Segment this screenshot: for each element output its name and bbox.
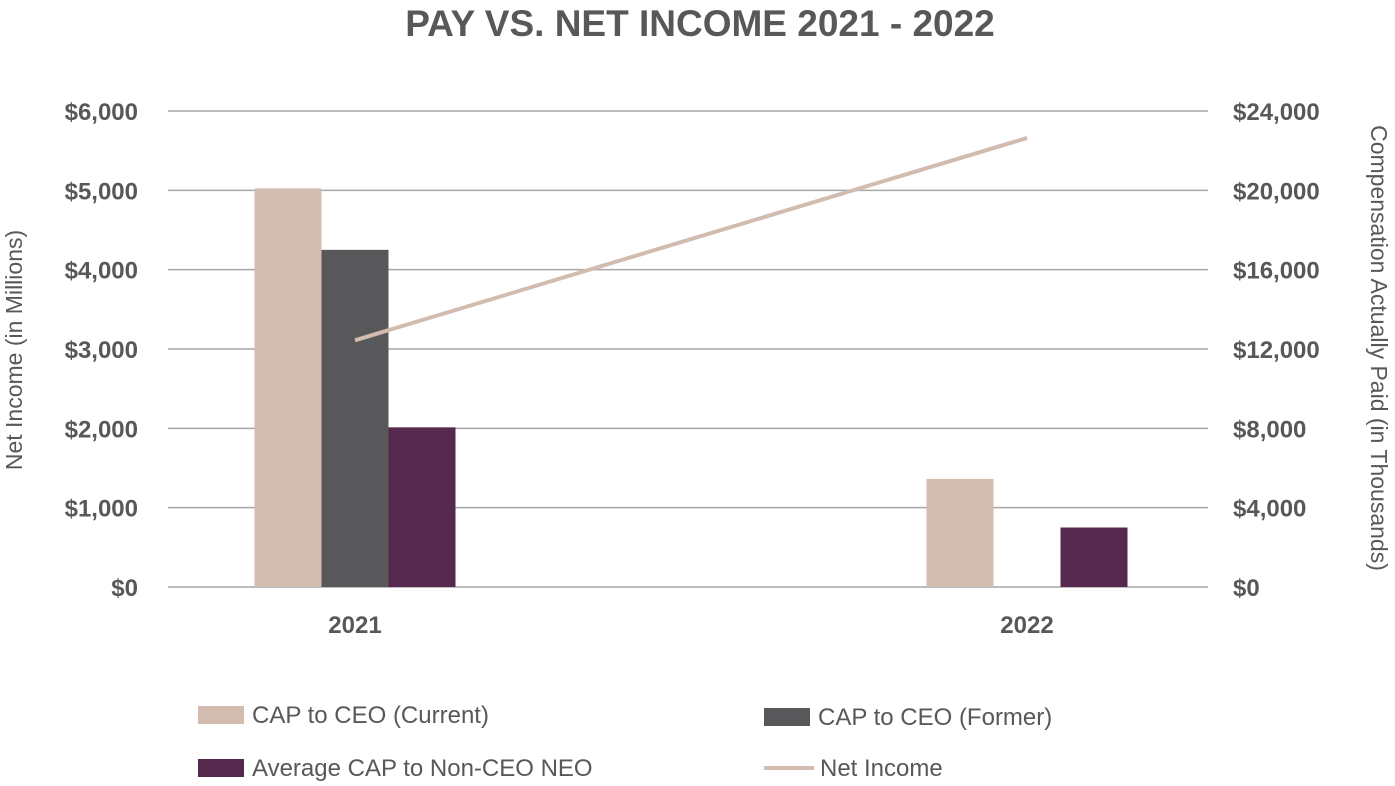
right-tick-label: $20,000	[1233, 178, 1320, 205]
left-tick-label: $1,000	[65, 496, 138, 523]
bar-average-cap-to-non-ceo-neo-2021	[388, 427, 456, 587]
bar-cap-to-ceo-current--2021	[254, 188, 322, 587]
legend-swatch-avg-cap-non-ceo-neo	[198, 759, 244, 777]
legend-label-net-income: Net Income	[820, 755, 943, 782]
bar-cap-to-ceo-current--2022	[926, 478, 994, 587]
left-tick-label: $3,000	[65, 337, 138, 364]
bar-cap-to-ceo-former--2021	[321, 249, 389, 588]
x-category-label-2022: 2022	[1000, 612, 1053, 639]
legend-swatch-cap-ceo-former	[764, 708, 810, 726]
right-tick-label: $0	[1233, 575, 1260, 602]
net-income-line-layer	[354, 136, 1028, 343]
legend-label-cap-ceo-current: CAP to CEO (Current)	[252, 702, 489, 729]
net-income-line	[354, 136, 1028, 343]
right-tick-label: $4,000	[1233, 496, 1306, 523]
left-axis-label: Net Income (in Millions)	[1, 230, 27, 470]
bars	[254, 188, 1128, 588]
left-tick-label: $2,000	[65, 416, 138, 443]
legend-swatch-cap-ceo-current	[198, 706, 244, 724]
legend-label-avg-cap-non-ceo-neo: Average CAP to Non-CEO NEO	[252, 755, 593, 782]
bar-average-cap-to-non-ceo-neo-2022	[1060, 527, 1128, 587]
right-axis-label: Compensation Actually Paid (in Thousands…	[1366, 125, 1392, 571]
left-tick-label: $0	[111, 575, 138, 602]
right-tick-label: $8,000	[1233, 416, 1306, 443]
left-tick-label: $6,000	[65, 99, 138, 126]
chart-title: PAY VS. NET INCOME 2021 - 2022	[405, 3, 995, 44]
right-axis-ticks: $0 $4,000 $8,000 $12,000 $16,000 $20,000 $24,0…	[1233, 99, 1320, 602]
legend: CAP to CEO (Current) CAP to CEO (Former)…	[198, 702, 1052, 782]
x-axis-category-labels: 2021 2022	[328, 612, 1053, 639]
left-tick-label: $5,000	[65, 178, 138, 205]
right-tick-label: $12,000	[1233, 337, 1320, 364]
right-tick-label: $24,000	[1233, 99, 1320, 126]
left-tick-label: $4,000	[65, 258, 138, 285]
left-axis-ticks: $0 $1,000 $2,000 $3,000 $4,000 $5,000 $6,000	[65, 99, 138, 602]
legend-label-cap-ceo-former: CAP to CEO (Former)	[818, 704, 1052, 731]
right-tick-label: $16,000	[1233, 258, 1320, 285]
x-category-label-2021: 2021	[328, 612, 381, 639]
